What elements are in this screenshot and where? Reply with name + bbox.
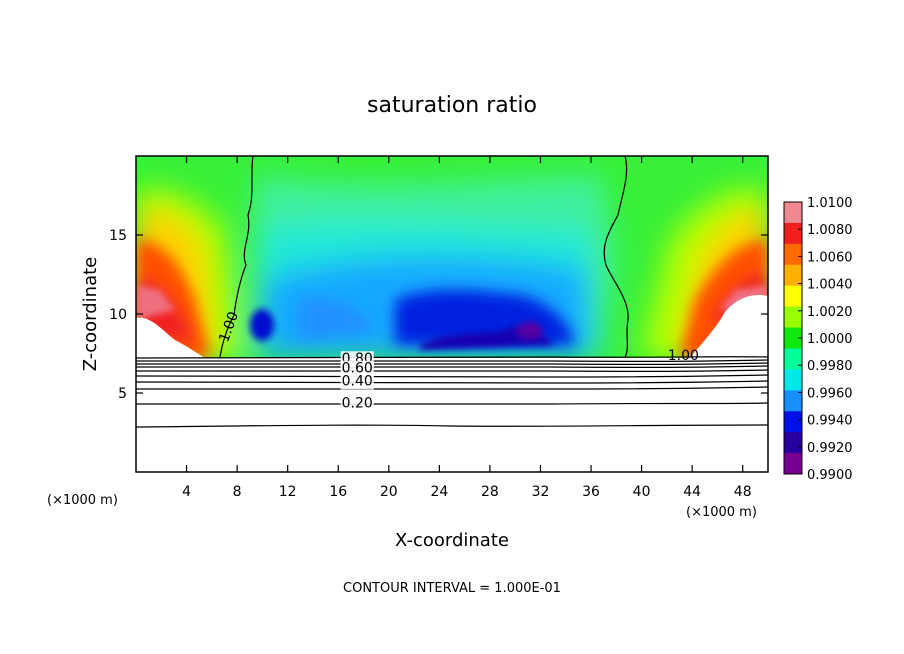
- y-axis: 5 10 15: [109, 228, 768, 402]
- colorbar-swatch: [784, 327, 802, 349]
- colorbar-swatch: [784, 432, 802, 454]
- x-tick-label: 20: [380, 484, 398, 500]
- x-tick-label: 8: [233, 484, 242, 500]
- colorbar-swatch: [784, 285, 802, 308]
- colorbar-swatch: [784, 411, 802, 433]
- x-unit-right: (×1000 m): [686, 505, 757, 520]
- x-tick-label: 48: [734, 484, 752, 500]
- colorbar-label: 1.0000: [807, 332, 853, 347]
- colorbar-label: 0.9980: [807, 359, 853, 374]
- contour-label-bg: [340, 360, 374, 377]
- contour-label: 0.40: [342, 373, 373, 389]
- colorbar: 1.0100 1.0080 1.0060 1.0040 1.0020 1.0000 0.99…: [783, 196, 853, 483]
- colorbar-label: 1.0060: [807, 250, 853, 265]
- colorbar-label: 1.0080: [807, 223, 853, 238]
- x-tick-label: 16: [329, 484, 347, 500]
- colorbar-swatch: [784, 348, 802, 370]
- colorbar-swatch: [784, 453, 802, 475]
- colorbar-swatch: [784, 222, 802, 245]
- colorbar-label: 1.0020: [807, 305, 853, 320]
- colorbar-label: 0.9960: [807, 386, 853, 401]
- x-tick-label: 44: [683, 484, 701, 500]
- x-axis-label: X-coordinate: [395, 530, 509, 551]
- colorbar-swatch: [784, 390, 802, 412]
- heatmap-field: [136, 156, 768, 472]
- contour-label: 0.20: [342, 395, 373, 411]
- colorbar-swatch: [784, 306, 802, 329]
- contour-labels: 0.800.600.400.201.001.00: [216, 310, 699, 412]
- colorbar-swatch: [784, 264, 802, 287]
- y-tick-label: 15: [109, 228, 127, 244]
- x-tick-label: 12: [279, 484, 297, 500]
- x-axis: 4 8 12 16 20 24 28 32 36 40 44 48: [182, 156, 752, 500]
- colorbar-swatch: [784, 369, 802, 391]
- x-unit-left: (×1000 m): [47, 493, 118, 508]
- colorbar-label: 1.0100: [807, 196, 853, 211]
- contour-label-bg: [340, 373, 374, 390]
- colorbar-label: 0.9900: [807, 468, 853, 483]
- contour-lines: [136, 156, 768, 428]
- x-tick-label: 40: [633, 484, 651, 500]
- x-tick-label: 28: [481, 484, 499, 500]
- chart-title: saturation ratio: [367, 93, 537, 118]
- x-tick-label: 36: [582, 484, 600, 500]
- contour-label: 0.60: [342, 361, 373, 377]
- colorbar-label: 0.9920: [807, 441, 853, 456]
- contour-label: 1.00: [668, 348, 699, 364]
- contour-label-bg: [340, 395, 374, 412]
- y-axis-label: Z-coordinate: [80, 257, 101, 372]
- x-tick-label: 4: [182, 484, 191, 500]
- x-tick-label: 24: [430, 484, 448, 500]
- contour-interval-note: CONTOUR INTERVAL = 1.000E-01: [343, 581, 561, 596]
- colorbar-label: 0.9940: [807, 414, 853, 429]
- colorbar-label: 1.0040: [807, 278, 853, 293]
- x-tick-label: 32: [532, 484, 550, 500]
- y-tick-label: 10: [109, 307, 127, 323]
- y-tick-label: 5: [118, 386, 127, 402]
- colorbar-swatch: [784, 202, 802, 224]
- colorbar-swatch: [784, 243, 802, 266]
